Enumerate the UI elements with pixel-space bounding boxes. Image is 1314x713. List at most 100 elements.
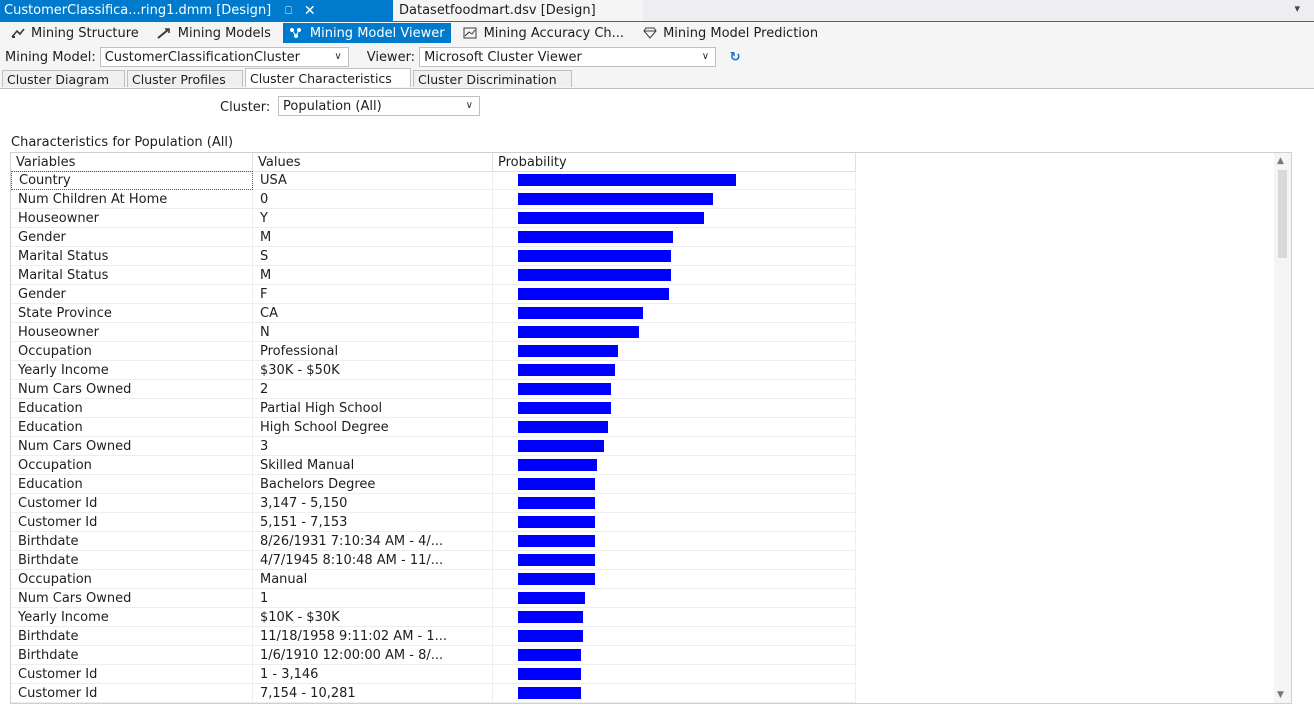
cluster-characteristics-panel: Cluster: Population (All) ∨ Characterist… bbox=[0, 89, 1314, 713]
value-cell: 7,154 - 10,281 bbox=[253, 684, 493, 703]
table-row[interactable]: Num Cars Owned 2 bbox=[11, 380, 856, 399]
probability-bar bbox=[518, 630, 583, 642]
variable-cell: Marital Status bbox=[11, 247, 253, 266]
table-row[interactable]: Education High School Degree bbox=[11, 418, 856, 437]
probability-bar bbox=[518, 554, 595, 566]
tab-mining-structure[interactable]: Mining Structure bbox=[4, 23, 145, 43]
probability-bar bbox=[518, 383, 611, 395]
probability-cell bbox=[493, 589, 856, 608]
table-row[interactable]: Customer Id 1 - 3,146 bbox=[11, 665, 856, 684]
value-cell: 2 bbox=[253, 380, 493, 399]
table-row[interactable]: Country USA bbox=[11, 171, 856, 190]
table-row[interactable]: Num Children At Home 0 bbox=[11, 190, 856, 209]
mining-model-viewer-icon bbox=[289, 27, 304, 40]
variable-cell: Gender bbox=[11, 228, 253, 247]
table-row[interactable]: Customer Id 3,147 - 5,150 bbox=[11, 494, 856, 513]
probability-bar bbox=[518, 212, 704, 224]
tab-cluster-discrimination[interactable]: Cluster Discrimination bbox=[413, 70, 572, 87]
tab-label: Cluster Diagram bbox=[7, 71, 110, 87]
vertical-scrollbar[interactable]: ▲ ▼ bbox=[1274, 153, 1291, 703]
tab-overflow-chevron-icon[interactable]: ▾ bbox=[1294, 2, 1300, 15]
table-row[interactable]: Num Cars Owned 1 bbox=[11, 589, 856, 608]
tab-mining-model-prediction[interactable]: Mining Model Prediction bbox=[636, 23, 824, 43]
tab-mining-accuracy-chart[interactable]: Mining Accuracy Ch... bbox=[457, 23, 631, 43]
table-row[interactable]: Birthdate 1/6/1910 12:00:00 AM - 8/... bbox=[11, 646, 856, 665]
tab-cluster-characteristics[interactable]: Cluster Characteristics bbox=[245, 68, 411, 87]
close-icon[interactable]: ✕ bbox=[303, 2, 316, 19]
pin-icon[interactable]: ⎕ bbox=[285, 3, 292, 17]
table-row[interactable]: Customer Id 7,154 - 10,281 bbox=[11, 684, 856, 703]
probability-bar bbox=[518, 231, 673, 243]
value-cell: High School Degree bbox=[253, 418, 493, 437]
characteristics-grid[interactable]: Variables Values Probability Country USA N… bbox=[10, 152, 1292, 704]
probability-bar bbox=[518, 459, 597, 471]
column-header-probability[interactable]: Probability bbox=[493, 153, 856, 171]
variable-cell: Houseowner bbox=[11, 323, 253, 342]
value-cell: 4/7/1945 8:10:48 AM - 11/... bbox=[253, 551, 493, 570]
table-row[interactable]: Houseowner N bbox=[11, 323, 856, 342]
value-cell: 5,151 - 7,153 bbox=[253, 513, 493, 532]
value-cell: Professional bbox=[253, 342, 493, 361]
table-row[interactable]: Education Bachelors Degree bbox=[11, 475, 856, 494]
table-row[interactable]: Marital Status S bbox=[11, 247, 856, 266]
table-row[interactable]: Marital Status M bbox=[11, 266, 856, 285]
column-header-values[interactable]: Values bbox=[253, 153, 493, 171]
probability-bar bbox=[518, 174, 736, 186]
probability-cell bbox=[493, 513, 856, 532]
table-row[interactable]: Education Partial High School bbox=[11, 399, 856, 418]
probability-cell bbox=[493, 342, 856, 361]
tab-cluster-profiles[interactable]: Cluster Profiles bbox=[127, 70, 243, 87]
mining-structure-icon bbox=[10, 27, 25, 40]
doc-tab-dsv-design[interactable]: Datasetfoodmart.dsv [Design] bbox=[393, 0, 643, 21]
tab-cluster-diagram[interactable]: Cluster Diagram bbox=[2, 70, 125, 87]
mining-model-value: CustomerClassificationCluster bbox=[104, 49, 301, 65]
value-cell: 0 bbox=[253, 190, 493, 209]
probability-cell bbox=[493, 380, 856, 399]
viewer-dropdown[interactable]: Microsoft Cluster Viewer ∨ bbox=[419, 47, 717, 67]
tab-mining-model-viewer[interactable]: Mining Model Viewer bbox=[282, 23, 451, 43]
table-row[interactable]: Gender M bbox=[11, 228, 856, 247]
cluster-dropdown[interactable]: Population (All) ∨ bbox=[278, 96, 480, 116]
table-row[interactable]: Houseowner Y bbox=[11, 209, 856, 228]
doc-tab-dmm-design[interactable]: CustomerClassifica...ring1.dmm [Design] … bbox=[0, 0, 393, 21]
probability-cell bbox=[493, 247, 856, 266]
probability-cell bbox=[493, 323, 856, 342]
value-cell: 3,147 - 5,150 bbox=[253, 494, 493, 513]
table-row[interactable]: Birthdate 11/18/1958 9:11:02 AM - 1... bbox=[11, 627, 856, 646]
table-row[interactable]: State Province CA bbox=[11, 304, 856, 323]
table-row[interactable]: Occupation Skilled Manual bbox=[11, 456, 856, 475]
table-row[interactable]: Birthdate 4/7/1945 8:10:48 AM - 11/... bbox=[11, 551, 856, 570]
variable-cell: Customer Id bbox=[11, 665, 253, 684]
probability-cell bbox=[493, 570, 856, 589]
grid-header: Variables Values Probability bbox=[11, 153, 856, 172]
probability-bar bbox=[518, 193, 713, 205]
variable-cell: Occupation bbox=[11, 570, 253, 589]
table-row[interactable]: Yearly Income $30K - $50K bbox=[11, 361, 856, 380]
table-row[interactable]: Customer Id 5,151 - 7,153 bbox=[11, 513, 856, 532]
scroll-up-icon[interactable]: ▲ bbox=[1277, 156, 1284, 166]
scroll-down-icon[interactable]: ▼ bbox=[1277, 690, 1284, 700]
tab-mining-models[interactable]: Mining Models bbox=[151, 23, 277, 43]
tab-label: Mining Structure bbox=[31, 25, 139, 41]
chevron-down-icon: ∨ bbox=[334, 51, 342, 62]
table-row[interactable]: Num Cars Owned 3 bbox=[11, 437, 856, 456]
value-cell: 1 - 3,146 bbox=[253, 665, 493, 684]
value-cell: S bbox=[253, 247, 493, 266]
scroll-thumb[interactable] bbox=[1278, 170, 1287, 258]
table-row[interactable]: Birthdate 8/26/1931 7:10:34 AM - 4/... bbox=[11, 532, 856, 551]
table-row[interactable]: Yearly Income $10K - $30K bbox=[11, 608, 856, 627]
variable-cell: Birthdate bbox=[11, 532, 253, 551]
tab-label: Mining Model Viewer bbox=[309, 25, 445, 41]
tab-label: Cluster Characteristics bbox=[250, 70, 392, 86]
refresh-icon[interactable]: ↻ bbox=[729, 49, 741, 65]
viewer-label: Viewer: bbox=[366, 49, 416, 65]
probability-bar bbox=[518, 345, 618, 357]
designer-tab-bar: Mining Structure Mining Models Mining Mo… bbox=[0, 22, 1314, 44]
mining-model-dropdown[interactable]: CustomerClassificationCluster ∨ bbox=[99, 47, 349, 67]
column-header-variables[interactable]: Variables bbox=[11, 153, 253, 171]
table-row[interactable]: Occupation Professional bbox=[11, 342, 856, 361]
mining-accuracy-chart-icon bbox=[463, 27, 478, 40]
table-row[interactable]: Occupation Manual bbox=[11, 570, 856, 589]
table-row[interactable]: Gender F bbox=[11, 285, 856, 304]
tab-label: Cluster Discrimination bbox=[418, 71, 557, 87]
